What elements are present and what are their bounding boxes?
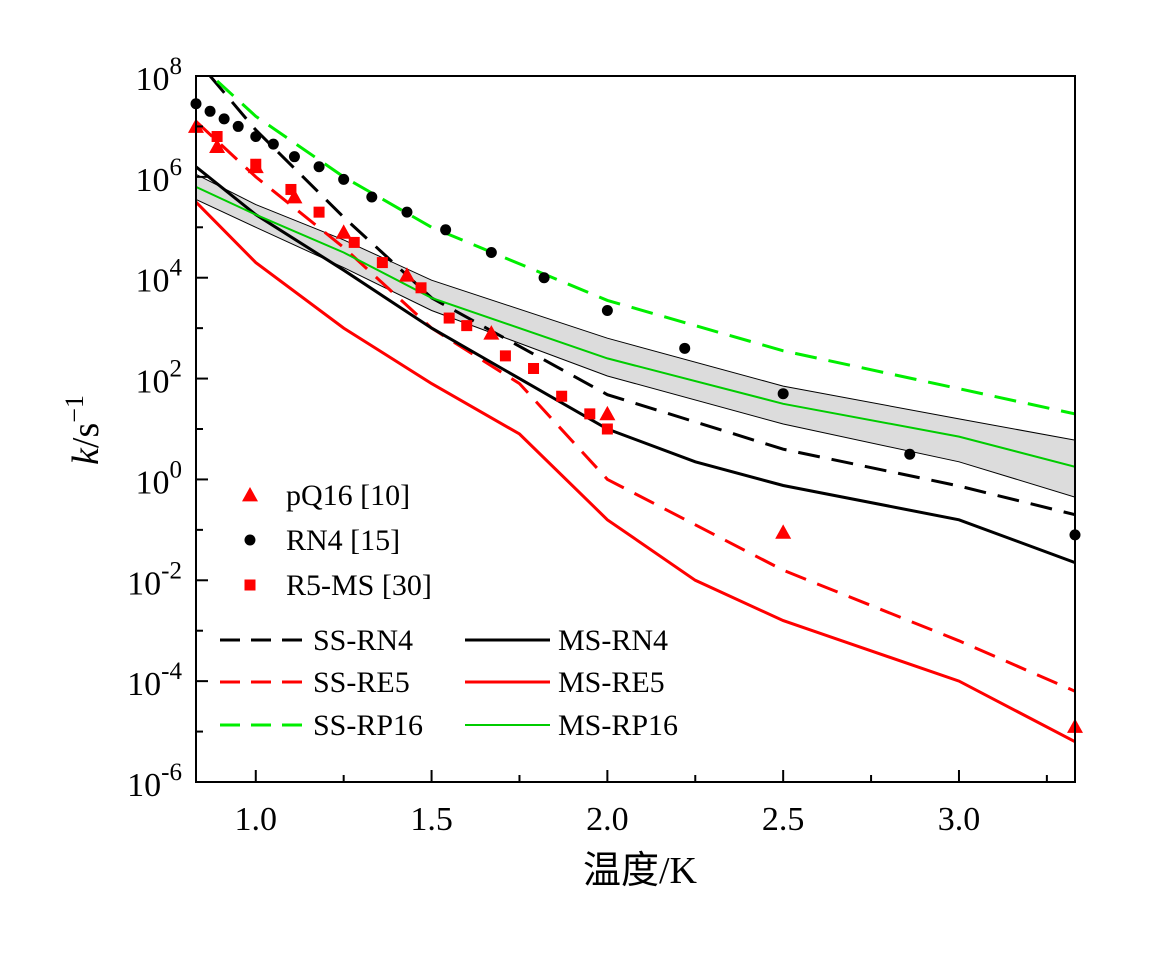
svg-text:k/s−1: k/s−1 xyxy=(60,395,107,465)
x-tick-label: 3.0 xyxy=(938,801,981,838)
point-r5-ms-30 xyxy=(461,320,473,332)
point-rn4-15 xyxy=(267,138,279,150)
series-line-ss-rp16 xyxy=(216,79,1075,416)
point-r5-ms-30 xyxy=(376,257,388,269)
series-line-ss-re5 xyxy=(196,120,1075,693)
point-r5-ms-30 xyxy=(499,350,511,362)
series-line-ms-rn4 xyxy=(196,165,1075,565)
legend-marker-rn4-15 xyxy=(244,534,256,546)
uncertainty-band-lower xyxy=(196,199,1075,498)
scatter-points xyxy=(188,98,1083,733)
point-r5-ms-30 xyxy=(211,131,223,143)
point-r5-ms-30 xyxy=(285,183,297,195)
y-axis-title: k/s−1 xyxy=(60,395,107,465)
y-axis-title-symbol: k xyxy=(65,447,107,465)
y-axis-title-unit: /s xyxy=(65,423,107,448)
uncertainty-band xyxy=(196,173,1075,498)
series-lines xyxy=(196,76,1075,744)
point-rn4-15 xyxy=(904,448,916,460)
point-rn4-15 xyxy=(288,151,300,163)
series-line-ms-rp16 xyxy=(196,185,1075,468)
point-r5-ms-30 xyxy=(348,236,360,248)
point-r5-ms-30 xyxy=(250,158,262,170)
x-ticks: 1.0 1.5 2.0 2.5 3.0 xyxy=(235,770,1048,838)
x-tick-label: 1.5 xyxy=(410,801,453,838)
point-rn4-15 xyxy=(232,120,244,132)
legend-label-ss-re5: SS-RE5 xyxy=(313,666,410,699)
point-rn4-15 xyxy=(485,247,497,258)
legend-label-ms-rn4: MS-RN4 xyxy=(558,624,668,657)
legend-label-r5-ms-30: R5-MS [30] xyxy=(286,569,432,602)
y-tick-label: 108 xyxy=(136,53,183,98)
y-tick-label: 10-6 xyxy=(127,759,182,804)
point-r5-ms-30 xyxy=(528,362,540,374)
series-line-ss-rn4 xyxy=(208,76,1075,517)
legend-label-pq16-10: pQ16 [10] xyxy=(286,479,410,512)
point-rn4-15 xyxy=(204,105,216,117)
point-rn4-15 xyxy=(366,191,378,203)
point-pq16-10 xyxy=(398,267,415,282)
series-line-ms-re5 xyxy=(196,201,1075,744)
point-r5-ms-30 xyxy=(556,390,568,402)
point-rn4-15 xyxy=(440,224,452,236)
legend-marker-pq16-10 xyxy=(242,487,258,502)
point-r5-ms-30 xyxy=(601,423,613,435)
point-pq16-10 xyxy=(209,138,226,153)
y-tick-label: 106 xyxy=(136,154,183,199)
y-ticks: 10-6 10-4 10-2 100 102 104 106 108 xyxy=(127,53,208,804)
legend-marker-r5-ms-30 xyxy=(244,579,256,591)
point-pq16-10 xyxy=(335,224,352,239)
x-tick-label: 2.0 xyxy=(586,801,629,838)
legend: pQ16 [10] RN4 [15] R5-MS [30] SS-RN4 SS-RE5 S… xyxy=(220,479,678,742)
point-rn4-15 xyxy=(313,161,325,173)
uncertainty-band-upper xyxy=(196,173,1075,441)
y-tick-label: 100 xyxy=(136,456,183,501)
point-rn4-15 xyxy=(538,272,550,284)
legend-label-ss-rn4: SS-RN4 xyxy=(313,624,413,657)
point-rn4-15 xyxy=(601,304,613,316)
legend-label-rn4-15: RN4 [15] xyxy=(286,524,400,557)
point-pq16-10 xyxy=(286,189,303,204)
point-r5-ms-30 xyxy=(584,408,596,420)
point-rn4-15 xyxy=(679,342,691,354)
uncertainty-band-fill xyxy=(196,174,1075,498)
x-tick-label: 2.5 xyxy=(762,801,805,838)
point-rn4-15 xyxy=(777,388,789,400)
legend-label-ss-rp16: SS-RP16 xyxy=(313,709,423,742)
point-rn4-15 xyxy=(338,173,350,185)
point-rn4-15 xyxy=(250,131,262,143)
point-rn4-15 xyxy=(401,206,413,218)
point-pq16-10 xyxy=(483,325,500,340)
x-axis-title: 温度/K xyxy=(583,850,698,892)
x-tick-label: 1.0 xyxy=(235,801,278,838)
y-tick-label: 10-2 xyxy=(127,557,182,602)
y-tick-label: 10-4 xyxy=(127,658,182,703)
point-rn4-15 xyxy=(218,113,230,125)
point-r5-ms-30 xyxy=(313,206,325,218)
point-r5-ms-30 xyxy=(443,312,455,324)
legend-label-ms-rp16: MS-RP16 xyxy=(558,709,678,742)
y-tick-label: 104 xyxy=(136,255,183,300)
point-pq16-10 xyxy=(775,524,792,539)
legend-label-ms-re5: MS-RE5 xyxy=(558,666,665,699)
y-axis-title-sup: −1 xyxy=(60,395,89,423)
y-tick-label: 102 xyxy=(136,356,183,401)
point-pq16-10 xyxy=(599,405,616,421)
point-r5-ms-30 xyxy=(415,282,427,294)
